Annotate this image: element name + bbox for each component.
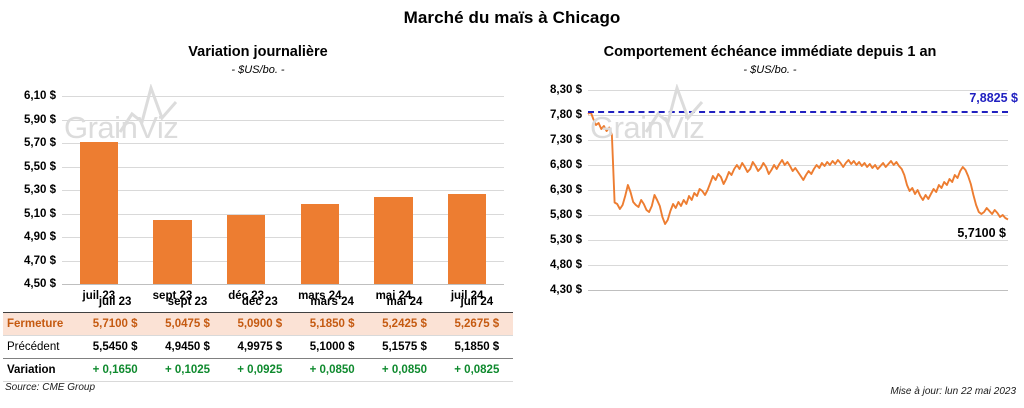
table-cell: 5,1850 $ [295,312,369,336]
table-row-label: Variation [3,358,79,382]
y-axis-tick-label: 7,80 $ [550,109,582,121]
gridline [62,166,504,168]
page-title: Marché du maïs à Chicago [403,8,621,27]
left-chart-title: Variation journalière [188,44,328,60]
y-axis-tick-label: 8,30 $ [550,84,582,96]
table-cell: 5,2425 $ [368,312,441,336]
table-cell: + 0,1650 [79,358,152,382]
table-row-label: Précédent [3,335,79,359]
table-cell: + 0,0850 [368,358,441,382]
table-cell: 5,2675 $ [440,312,513,336]
table-column-header: juil 23 [79,292,152,313]
right-chart-title: Comportement échéance immédiate depuis 1… [603,44,937,60]
table-column-header: mars 24 [295,292,369,313]
data-table: juil 23 sept 23 déc 23 mars 24 mai 24 juil 24… [3,292,513,382]
table-corner-cell [3,292,79,313]
y-axis-tick-label: 4,70 $ [24,254,56,267]
gridline [588,265,1008,266]
table-cell: 4,9450 $ [151,335,224,359]
reference-line [588,110,1008,113]
last-value-label: 5,7100 $ [957,225,1006,240]
table-cell: 5,0475 $ [151,312,224,336]
gridline [588,140,1008,141]
gridline [588,215,1008,216]
gridline [62,119,504,121]
bar [227,214,266,284]
table-column-header: mai 24 [368,292,441,313]
y-axis-tick-label: 6,10 $ [24,90,56,102]
y-axis-tick-label: 5,30 $ [24,184,56,196]
table-row: Précédent 5,5450 $4,9450 $4,9975 $5,1000 … [3,335,513,359]
y-axis-tick-label: 4,80 $ [550,259,582,271]
gridline [588,115,1008,116]
table-cell: 5,1850 $ [440,335,513,359]
price-line [587,111,1009,225]
y-axis-tick-label: 4,50 $ [24,278,56,290]
gridline [62,260,504,262]
gridline [62,190,504,191]
table-column-header: déc 23 [223,292,296,313]
left-panel: Variation journalière - $US/bo. - GrainV… [3,44,513,393]
table-cell: + 0,0850 [295,358,369,382]
table-cell: 4,9975 $ [223,335,296,359]
table-cell: 5,7100 $ [79,312,152,336]
y-axis-tick-label: 5,50 $ [24,160,56,173]
table-header-row: juil 23 sept 23 déc 23 mars 24 mai 24 juil 24 [3,292,513,313]
bar [153,219,192,284]
table-cell: + 0,0825 [440,358,513,382]
gridline [62,96,504,97]
watermark-text: GrainViz [64,110,179,145]
reference-line-label: 7,8825 $ [969,90,1018,105]
bar [79,141,118,284]
y-axis-tick-label: 6,30 $ [550,184,582,196]
gridline [62,237,504,238]
y-axis-tick-label: 5,30 $ [550,234,582,246]
bar [374,196,413,284]
table-row: Fermeture 5,7100 $5,0475 $5,0900 $5,1850 … [3,312,513,336]
right-panel: Comportement échéance immédiate depuis 1… [516,0,1024,408]
table-cell: 5,1575 $ [368,335,441,359]
y-axis-tick-label: 5,80 $ [550,209,582,221]
gridline [588,190,1008,191]
y-axis-tick-label: 5,70 $ [24,137,56,149]
gridline [62,213,504,215]
line-chart-plot: GrainViz [587,84,1009,291]
y-axis-tick-label: 5,90 $ [24,113,56,126]
gridline [588,290,1008,291]
table-cell: + 0,1025 [151,358,224,382]
table-cell: 5,1000 $ [295,335,369,359]
table-cell: 5,0900 $ [223,312,296,336]
table-row: Variation + 0,1650 + 0,1025 + 0,0925 + 0,085… [3,358,513,382]
gridline [588,90,1008,91]
bar-chart-plot: GrainViz [62,84,504,285]
bar [300,203,339,284]
table-row-label: Fermeture [3,312,79,336]
y-axis-tick-label: 7,30 $ [550,134,582,146]
gridline [62,284,504,285]
watermark-chart-icon [118,84,178,133]
y-axis-tick-label: 6,80 $ [550,159,582,171]
table-column-header: juil 24 [440,292,513,313]
bar [448,193,487,284]
table-cell: 5,5450 $ [79,335,152,359]
table-column-header: sept 23 [151,292,224,313]
gridline [588,240,1008,241]
y-axis-tick-label: 5,10 $ [24,207,56,220]
source-note: Source: CME Group [5,382,96,393]
right-chart-subtitle: - $US/bo. - [743,64,797,76]
gridline [62,143,504,144]
updated-note: Mise à jour: lun 22 mai 2023 [890,386,1016,397]
y-axis-tick-label: 4,90 $ [24,231,56,243]
left-chart-subtitle: - $US/bo. - [231,64,285,76]
table-cell: + 0,0925 [223,358,296,382]
gridline [588,165,1008,166]
y-axis-tick-label: 4,30 $ [550,284,582,296]
